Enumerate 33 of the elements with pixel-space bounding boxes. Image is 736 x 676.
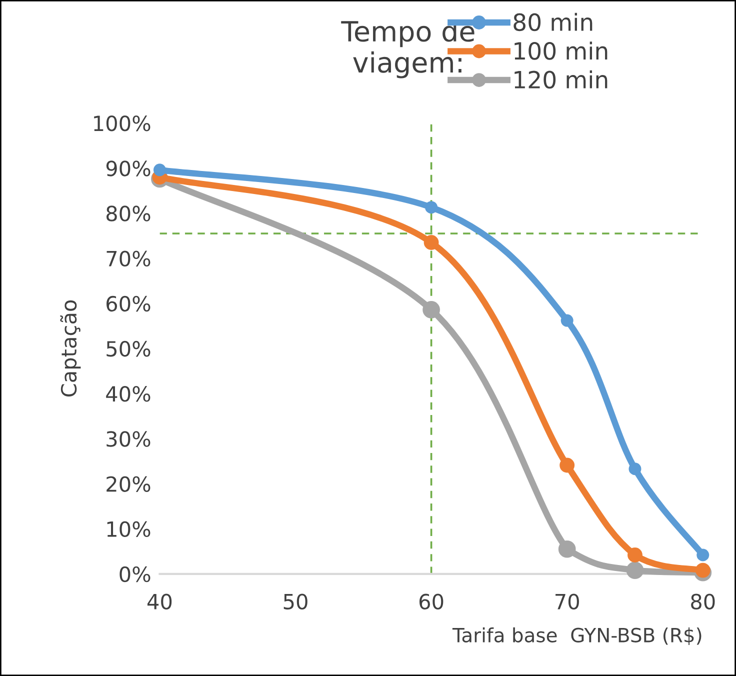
y-tick-label: 0% (120, 566, 150, 582)
y-tick-label: 70% (106, 250, 150, 267)
point (153, 164, 166, 176)
point (628, 462, 642, 476)
legend-label: 80 min (514, 12, 592, 32)
point (424, 235, 439, 250)
point (558, 540, 576, 558)
y-tick-label: 90% (106, 160, 150, 176)
point (626, 562, 644, 579)
x-tick-label: 70 (556, 594, 579, 610)
point (628, 548, 642, 562)
x-tick-label: 40 (147, 594, 172, 610)
x-tick-label: 60 (419, 594, 444, 610)
point (425, 201, 438, 214)
y-tick-label: 50% (106, 340, 150, 357)
point (560, 314, 574, 327)
x-tick-label: 80 (691, 594, 715, 610)
y-tick-label: 30% (106, 431, 150, 447)
point (696, 548, 710, 562)
y-tick-label: 60% (106, 296, 150, 312)
x-axis-title: Tarifa base GYN-BSB (R$) (452, 627, 702, 646)
y-axis-title: Captação (60, 300, 81, 397)
x-tick-label: 50 (284, 594, 308, 610)
point (695, 562, 710, 578)
y-tick-label: 20% (106, 476, 150, 492)
legend-label: 100 min (514, 42, 608, 60)
y-tick-label: 10% (107, 521, 150, 538)
point (560, 458, 575, 473)
y-tick-label: 80% (106, 206, 150, 222)
y-tick-label: 100% (94, 115, 150, 132)
y-tick-label: 40% (106, 386, 150, 402)
point (422, 301, 440, 318)
legend-label: 120 min (514, 70, 608, 89)
